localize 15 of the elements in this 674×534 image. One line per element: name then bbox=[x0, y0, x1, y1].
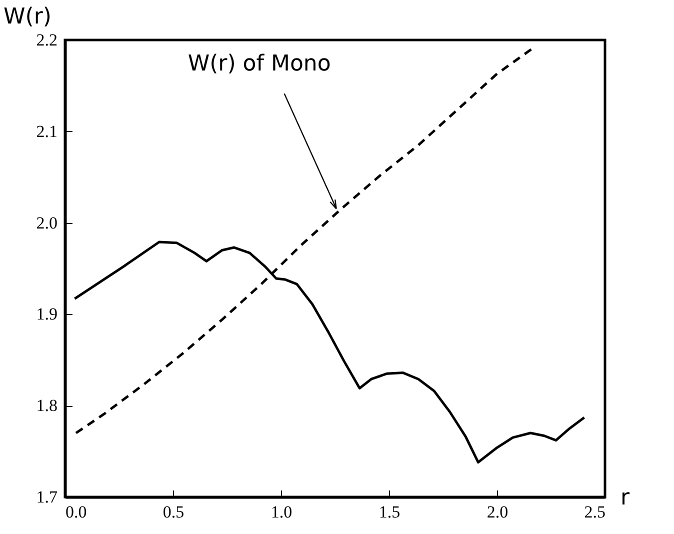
y-tick-label: 1.8 bbox=[36, 396, 58, 416]
x-axis-title: r bbox=[620, 486, 630, 510]
y-axis-title: W(r) bbox=[4, 4, 52, 30]
x-tick-label: 0.0 bbox=[66, 502, 87, 522]
annotation: W(r) of Mono bbox=[188, 52, 331, 77]
x-tick-label: 2.0 bbox=[486, 502, 508, 522]
x-tick-label: 1.5 bbox=[378, 502, 400, 522]
y-tick-label: 2.2 bbox=[36, 30, 58, 50]
y-tick-label: 1.7 bbox=[36, 488, 58, 506]
x-tick-label: 2.5 bbox=[584, 502, 606, 522]
x-tick-label: 1.0 bbox=[270, 502, 292, 522]
y-tick-label: 1.9 bbox=[36, 304, 58, 324]
x-tick-label: 0.5 bbox=[162, 502, 184, 522]
y-tick-label: 2.1 bbox=[36, 122, 58, 141]
y-tick-label: 2.0 bbox=[36, 213, 58, 232]
